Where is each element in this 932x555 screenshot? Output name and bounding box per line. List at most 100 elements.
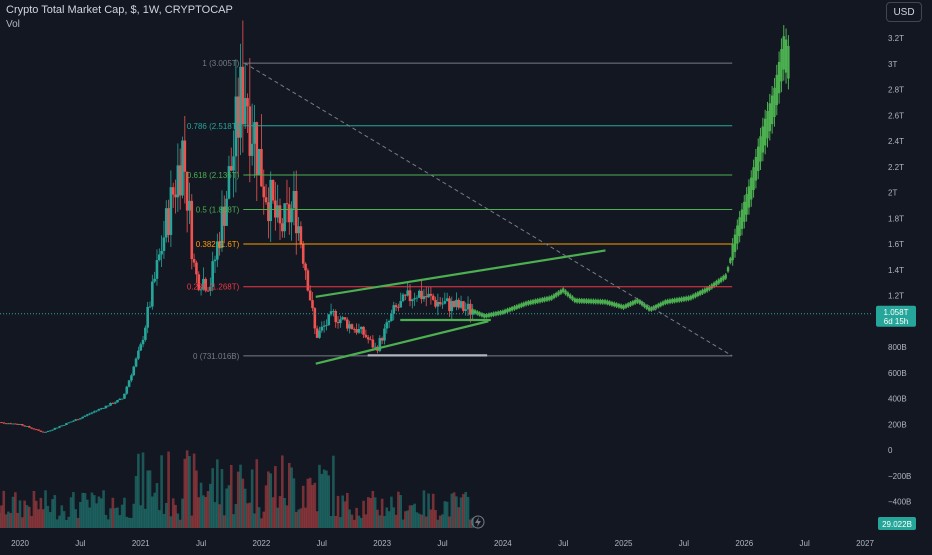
projection-candle [615, 303, 617, 306]
price-axis-label: 1.6T [888, 240, 904, 249]
candle [242, 67, 245, 124]
candle [65, 423, 68, 425]
volume-bar [344, 501, 347, 528]
volume-bar [202, 495, 205, 528]
projection-candle [588, 299, 590, 303]
price-axis-label: −400B [888, 498, 911, 507]
volume-bar [114, 508, 117, 528]
projection-candle [595, 300, 597, 304]
projection-candle [618, 304, 620, 307]
projection-candle [769, 103, 771, 131]
candle [246, 98, 249, 106]
candle [337, 322, 340, 323]
candle [397, 307, 400, 308]
volume-bar [413, 504, 416, 528]
projection-candle [585, 299, 587, 303]
candle [93, 411, 96, 412]
price-axis-label: 2.8T [888, 86, 904, 95]
volume-bar [358, 516, 361, 528]
volume-bar [237, 472, 240, 528]
candle [269, 180, 272, 221]
candle [411, 299, 414, 301]
lightning-glyph [475, 517, 481, 527]
volume-bar [369, 498, 372, 528]
volume-indicator-label: Vol [6, 19, 233, 30]
candle [297, 226, 300, 233]
trendlines [245, 63, 733, 364]
volume-bar [455, 496, 458, 528]
volume-bar [406, 510, 409, 528]
candle [193, 259, 196, 263]
volume-bar [425, 516, 428, 528]
projection-candle [611, 302, 613, 306]
volume-bar [142, 452, 145, 528]
volume-bar [383, 516, 386, 528]
candle [9, 423, 12, 424]
volume-bar [251, 469, 254, 528]
volume-bar [181, 499, 184, 528]
projection-candle [722, 276, 724, 280]
candle [320, 327, 323, 331]
candle [286, 203, 289, 204]
candle [84, 416, 87, 417]
volume-bar [121, 505, 124, 528]
projection-candle [701, 290, 703, 294]
volume-bar [160, 455, 163, 528]
projection-candle [734, 235, 736, 252]
candle [95, 410, 98, 411]
volume-bar [16, 513, 19, 528]
volume-bar [258, 507, 261, 528]
projection-candle [738, 217, 740, 236]
candle [167, 208, 170, 235]
projection-candle [685, 297, 687, 301]
projection-candle [599, 300, 601, 304]
candle [258, 149, 261, 175]
projection-candle [502, 311, 504, 314]
time-axis-label: 2026 [735, 539, 753, 548]
projection-candle [650, 307, 652, 310]
volume-bar [318, 465, 321, 528]
volume-bar [188, 456, 191, 528]
projection-candle [562, 288, 564, 292]
candle [249, 106, 252, 156]
candle [163, 238, 166, 251]
projection-candle [590, 300, 592, 304]
candle [2, 422, 5, 423]
volume-bar [153, 493, 156, 528]
volume-bar [348, 509, 351, 528]
projection-candle [550, 296, 552, 300]
candle [450, 301, 453, 311]
volume-bar [399, 495, 402, 528]
volume-bar [9, 513, 12, 528]
currency-button[interactable]: USD [886, 2, 922, 22]
time-axis-label: Jul [317, 539, 327, 548]
candle [444, 301, 447, 304]
time-axis-label: 2022 [253, 539, 271, 548]
volume-bar [325, 471, 328, 528]
candle [174, 195, 177, 198]
candle [279, 205, 282, 223]
projection-candle [718, 279, 720, 283]
candle [413, 298, 416, 299]
candle [314, 308, 317, 328]
price-axis-label: 3.2T [888, 34, 904, 43]
projection-candle [646, 305, 648, 308]
candle [467, 304, 470, 310]
candle [172, 187, 175, 194]
volume-bar [385, 507, 388, 528]
volume-bar [193, 454, 196, 528]
candle [385, 322, 388, 328]
candle [353, 329, 356, 330]
candle [283, 203, 286, 231]
projection-candle [676, 298, 678, 302]
candle [232, 156, 235, 170]
projection-candle [666, 300, 668, 304]
candle [214, 260, 217, 262]
candle [323, 326, 326, 327]
volume-bar [404, 511, 407, 528]
time-axis-label: Jul [558, 539, 568, 548]
volume-bar [339, 517, 342, 528]
price-axis: 3.2T3T2.8T2.6T2.4T2.2T2T1.8T1.6T1.4T1.2T… [888, 34, 911, 507]
